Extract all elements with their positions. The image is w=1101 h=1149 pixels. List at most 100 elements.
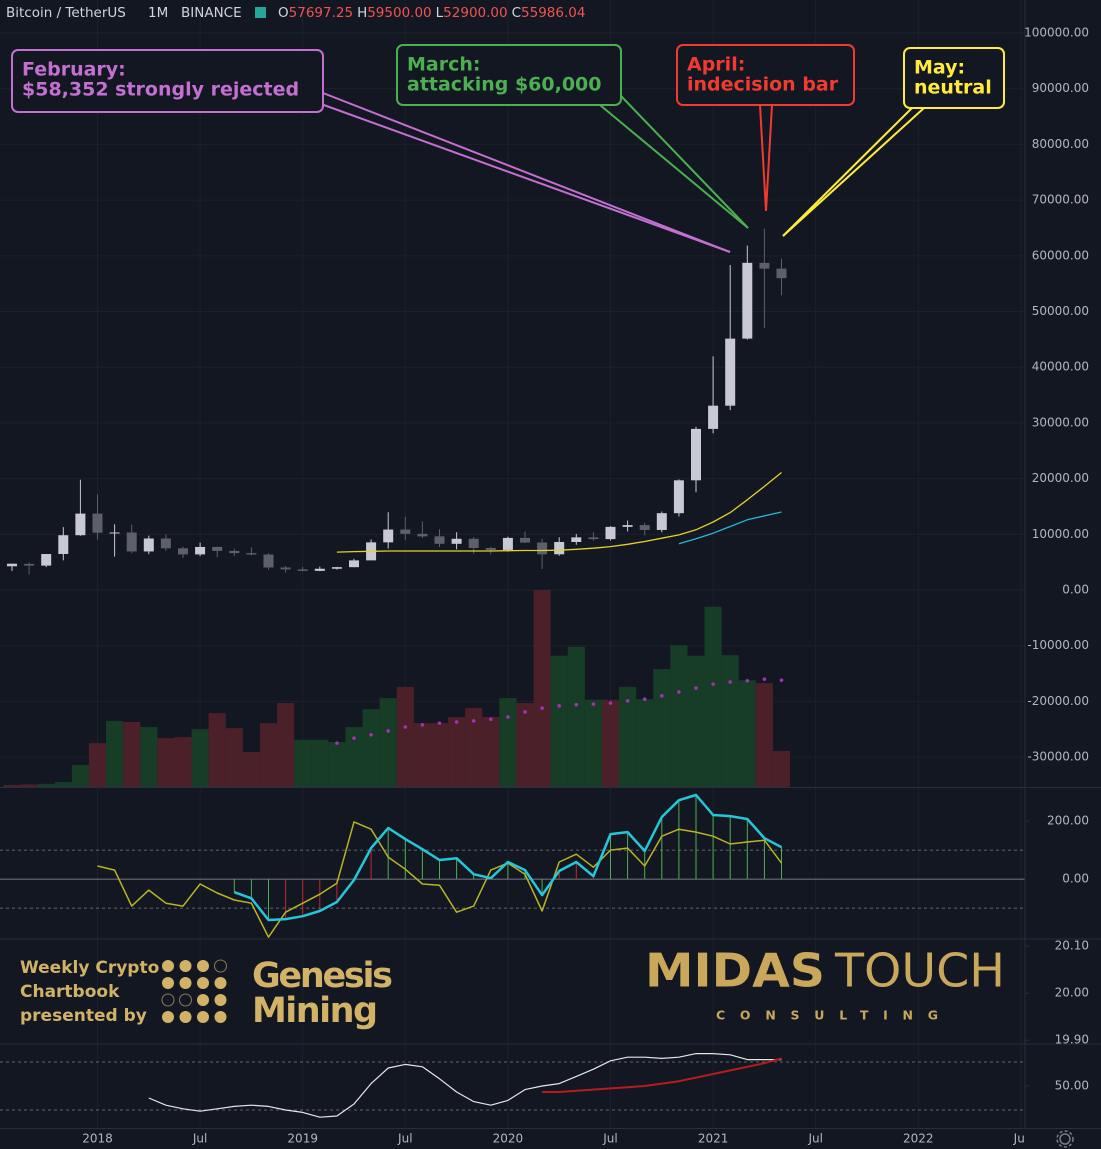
indicator-bar xyxy=(71,764,89,787)
callout-text: $58,352 strongly rejected xyxy=(22,79,299,101)
indicator-bar xyxy=(755,683,773,787)
indicator-dot xyxy=(471,719,476,723)
candle-body xyxy=(246,553,257,555)
y-tick-label: 20.10 xyxy=(1055,939,1089,953)
candle-body xyxy=(656,513,667,530)
indicator-dot xyxy=(557,704,561,708)
ohlc-label: O xyxy=(278,5,289,21)
candle-body xyxy=(742,262,753,339)
y-tick-label: 19.90 xyxy=(1055,1033,1089,1047)
indicator-bar xyxy=(208,713,226,787)
logo-dot xyxy=(179,977,192,989)
indicator-dot xyxy=(574,702,579,707)
logo-dot xyxy=(214,959,227,973)
settings-icon[interactable] xyxy=(1056,1130,1074,1148)
indicator-bar xyxy=(294,739,312,787)
indicator-bar xyxy=(465,708,483,787)
callout-pointer xyxy=(620,95,749,229)
candle-body xyxy=(75,513,86,536)
indicator-bar xyxy=(533,589,551,787)
ohlc-label: L xyxy=(436,5,444,21)
indicator-dot xyxy=(437,721,442,725)
x-tick-label: 2022 xyxy=(903,1132,934,1146)
y-tick-label: 60000.00 xyxy=(1032,248,1089,262)
callout-box xyxy=(396,44,622,106)
indicator-bar xyxy=(601,699,620,787)
indicator-bar xyxy=(516,703,534,787)
x-tick-label: 2021 xyxy=(698,1132,729,1146)
indicator-bar xyxy=(345,727,363,787)
indicator-bar xyxy=(738,680,756,787)
indicator-dot xyxy=(352,736,356,740)
x-tick-label: 2018 xyxy=(82,1132,113,1146)
callout-box xyxy=(11,49,324,113)
y-tick-label: 20.00 xyxy=(1055,986,1089,1000)
callout-box xyxy=(676,44,855,106)
chartbook-line: presented by xyxy=(20,1006,147,1026)
candle-body xyxy=(708,405,719,429)
callout-text: attacking $60,000 xyxy=(407,74,602,96)
candle-body xyxy=(331,567,342,569)
plot-area: 2018 Jul 2019 Jul 2020 Jul 2021 Jul 2022 Jul xyxy=(0,228,1025,1146)
candle-body xyxy=(160,538,171,549)
candle-body xyxy=(297,569,308,571)
candle-body xyxy=(776,268,787,279)
candle-body xyxy=(126,532,137,552)
indicator-bar xyxy=(225,728,243,787)
indicator-dot xyxy=(745,678,750,683)
y-tick-label: 40000.00 xyxy=(1032,360,1089,374)
sponsor-name: Genesis xyxy=(252,956,393,996)
candle-body xyxy=(605,526,616,540)
y-tick-label: 10000.00 xyxy=(1032,527,1089,541)
candle-body xyxy=(639,525,650,530)
x-tick-label: 2020 xyxy=(493,1132,524,1146)
indicator-dot xyxy=(523,710,527,714)
ohlc-value: 55986.04 xyxy=(521,5,585,21)
indicator-dot xyxy=(489,717,493,722)
candle-body xyxy=(468,538,479,548)
callout-pointer xyxy=(782,107,913,237)
sponsor-name: Mining xyxy=(252,991,378,1031)
interval: 1M xyxy=(148,5,168,21)
candle-body xyxy=(417,533,428,537)
candle-body xyxy=(502,537,513,550)
logo-dot xyxy=(162,960,174,972)
logo-dot xyxy=(197,1011,209,1023)
callout-pointer xyxy=(782,107,925,237)
legend-header: Bitcoin / TetherUS 1M BINANCE O57697.25 H… xyxy=(6,5,585,21)
indicator-bar xyxy=(482,716,500,787)
indicator-dot xyxy=(591,702,596,706)
callout-text: April: xyxy=(687,54,745,76)
logo-dot xyxy=(179,993,192,1007)
series-line xyxy=(678,511,782,545)
y-tick-label: -10000.00 xyxy=(1027,638,1089,652)
indicator-bar xyxy=(277,703,295,787)
annotations: February:$58,352 strongly rejected March:… xyxy=(11,44,1005,253)
indicator-bar xyxy=(550,655,568,787)
y-tick-label: 50000.00 xyxy=(1032,304,1089,318)
indicator-bar xyxy=(88,743,107,787)
indicator-dot xyxy=(369,733,373,737)
candle-body xyxy=(212,546,223,551)
indicator-dot xyxy=(762,677,767,681)
y-tick-label: 100000.00 xyxy=(1024,26,1089,40)
indicator-bar xyxy=(687,655,705,787)
logo-dot xyxy=(179,1011,192,1023)
indicator-bar xyxy=(396,686,414,787)
indicator-dot xyxy=(625,699,630,703)
indicator-bar xyxy=(379,698,397,787)
candle-body xyxy=(280,567,291,570)
candle-body xyxy=(229,550,240,554)
logo-dot xyxy=(197,960,209,972)
ohlc-values: O57697.25 H59500.00 L52900.00 C55986.04 xyxy=(278,5,585,21)
candle-body xyxy=(58,535,69,555)
callout-pointer xyxy=(759,104,767,212)
candle-body xyxy=(178,548,188,555)
candle-body xyxy=(554,541,565,555)
candle-body xyxy=(537,542,548,555)
series-line xyxy=(542,1057,782,1093)
candle-body xyxy=(759,262,770,269)
